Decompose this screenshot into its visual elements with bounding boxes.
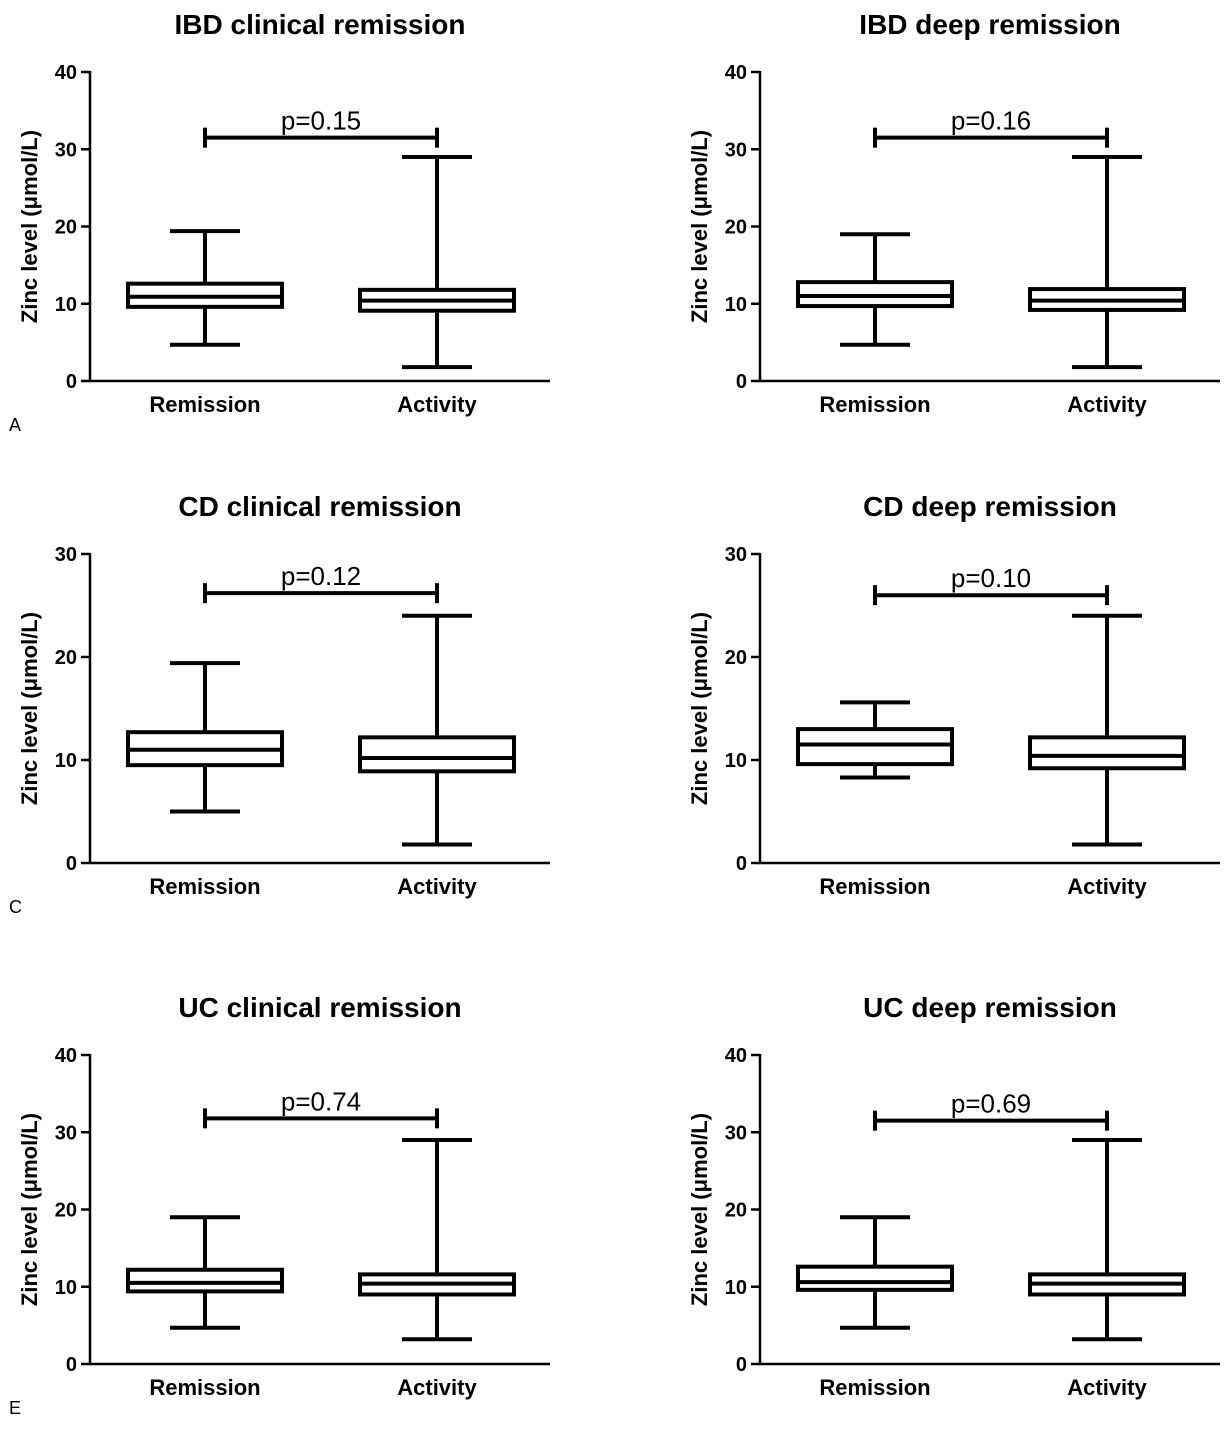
p-value-label: p=0.10 [951,563,1031,593]
y-tick-label: 10 [55,750,77,772]
y-tick-label: 40 [55,62,77,84]
y-axis-label: Zinc level (μmol/L) [687,130,712,323]
panel-c: CD clinical remission Zinc level (μmol/L)… [0,482,612,948]
x-category-label: Remission [149,1375,260,1400]
panel-letter: C [9,897,22,917]
x-category-label: Remission [819,874,930,899]
box-activity [358,154,516,370]
y-tick-label: 10 [55,294,77,316]
y-tick-label: 30 [55,1122,77,1144]
box-remission [126,1215,284,1330]
x-category-label: Activity [397,1375,477,1400]
box-remission [796,232,954,347]
y-tick-label: 40 [55,1045,77,1067]
p-value-label: p=0.16 [951,106,1031,136]
panel-letter: E [9,1398,21,1418]
y-tick-label: 20 [725,1200,747,1222]
box-activity [1028,154,1186,370]
p-value-label: p=0.12 [281,561,361,591]
chart-title: IBD clinical remission [175,9,466,40]
significance-bracket [203,127,439,148]
y-axis-label: Zinc level (μmol/L) [17,1113,42,1306]
y-tick-label: 20 [725,647,747,669]
box-activity [358,613,516,847]
y-tick-label: 30 [725,1122,747,1144]
x-category-label: Activity [397,392,477,417]
significance-bracket [873,1110,1109,1131]
significance-bracket [203,1108,439,1129]
chart-title: CD clinical remission [178,491,461,522]
panel-f: UC deep remission Zinc level (μmol/L) 0 10 2… [670,983,1224,1449]
x-category-label: Remission [149,874,260,899]
chart-e: UC clinical remission Zinc level (μmol/L)… [9,992,550,1418]
y-tick-label: 30 [725,544,747,566]
y-tick-label: 20 [725,217,747,239]
y-axis-label: Zinc level (μmol/L) [687,1113,712,1306]
p-value-label: p=0.15 [281,106,361,136]
panel-letter: A [9,415,21,435]
x-category-label: Activity [1067,1375,1147,1400]
y-tick-label: 0 [736,853,747,875]
y-tick-label: 0 [736,1354,747,1376]
y-tick-label: 40 [725,1045,747,1067]
x-category-label: Remission [819,392,930,417]
chart-f: UC deep remission Zinc level (μmol/L) 0 10 2… [687,992,1220,1400]
y-tick-label: 20 [55,647,77,669]
panel-d: CD deep remission Zinc level (μmol/L) 0 10 2… [670,482,1224,948]
chart-title: UC deep remission [863,992,1117,1023]
x-category-label: Remission [149,392,260,417]
y-tick-label: 10 [55,1277,77,1299]
y-tick-label: 20 [55,217,77,239]
chart-title: IBD deep remission [859,9,1120,40]
significance-bracket [873,127,1109,148]
box-remission [796,1215,954,1330]
chart-c: CD clinical remission Zinc level (μmol/L)… [9,491,550,917]
iqr-box [126,1267,284,1294]
x-category-label: Activity [397,874,477,899]
y-tick-label: 0 [66,1354,77,1376]
chart-d: CD deep remission Zinc level (μmol/L) 0 10 2… [687,491,1220,899]
panel-b: IBD deep remission Zinc level (μmol/L) 0 10… [670,0,1224,466]
y-tick-label: 0 [736,371,747,393]
chart-b: IBD deep remission Zinc level (μmol/L) 0 10… [687,9,1220,417]
chart-title: CD deep remission [863,491,1117,522]
significance-bracket [203,583,439,604]
chart-a: IBD clinical remission Zinc level (μmol/L… [9,9,550,435]
chart-title: UC clinical remission [178,992,461,1023]
box-remission [126,661,284,814]
p-value-label: p=0.74 [281,1086,361,1116]
y-tick-label: 30 [725,139,747,161]
iqr-box [358,735,516,774]
iqr-box [1028,735,1186,771]
box-activity [1028,1137,1186,1342]
y-axis-label: Zinc level (μmol/L) [687,612,712,805]
iqr-box [796,727,954,767]
box-activity [1028,613,1186,847]
y-tick-label: 0 [66,371,77,393]
p-value-label: p=0.69 [951,1089,1031,1119]
panel-e: UC clinical remission Zinc level (μmol/L)… [0,983,612,1449]
significance-bracket [873,585,1109,606]
y-tick-label: 0 [66,853,77,875]
y-tick-label: 40 [725,62,747,84]
box-remission [126,229,284,347]
x-category-label: Activity [1067,874,1147,899]
box-activity [358,1137,516,1342]
panel-a: IBD clinical remission Zinc level (μmol/L… [0,0,612,466]
x-category-label: Remission [819,1375,930,1400]
y-axis-label: Zinc level (μmol/L) [17,130,42,323]
y-axis-label: Zinc level (μmol/L) [17,612,42,805]
box-remission [796,700,954,780]
y-tick-label: 30 [55,544,77,566]
y-tick-label: 30 [55,139,77,161]
y-tick-label: 10 [725,750,747,772]
y-tick-label: 10 [725,294,747,316]
iqr-box [796,1264,954,1292]
x-category-label: Activity [1067,392,1147,417]
y-tick-label: 20 [55,1200,77,1222]
y-tick-label: 10 [725,1277,747,1299]
